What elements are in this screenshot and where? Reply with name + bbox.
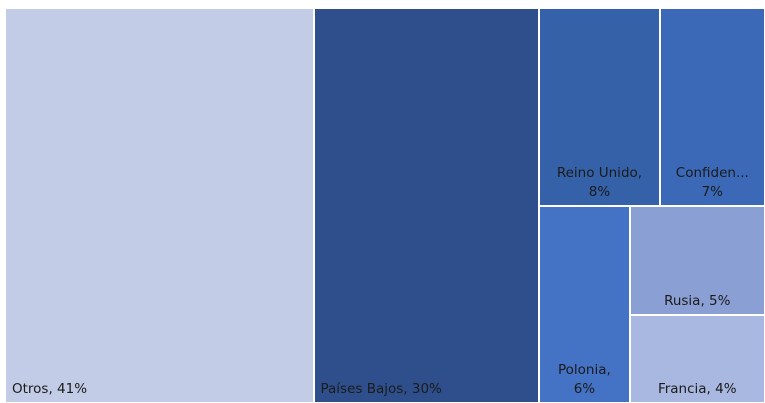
tile: Otros, 41% [5,8,314,403]
tile: Rusia, 5% [629,205,765,316]
tile-label: Países Bajos, 30% [320,381,442,397]
tile: Reino Unido, 8% [539,8,660,206]
tile-label: Otros, 41% [12,381,88,397]
tile: Polonia, 6% [539,205,630,403]
tile: Confiden... 7% [659,8,765,206]
tile-label: Confiden... 7% [675,164,749,200]
tile: Francia, 4% [629,315,765,403]
tile-label: Rusia, 5% [664,293,731,310]
tile: Países Bajos, 30% [313,8,540,403]
tile-label: Francia, 4% [657,380,737,397]
tile-label: Polonia, 6% [557,362,611,397]
tile-label: Reino Unido, 8% [556,164,643,200]
